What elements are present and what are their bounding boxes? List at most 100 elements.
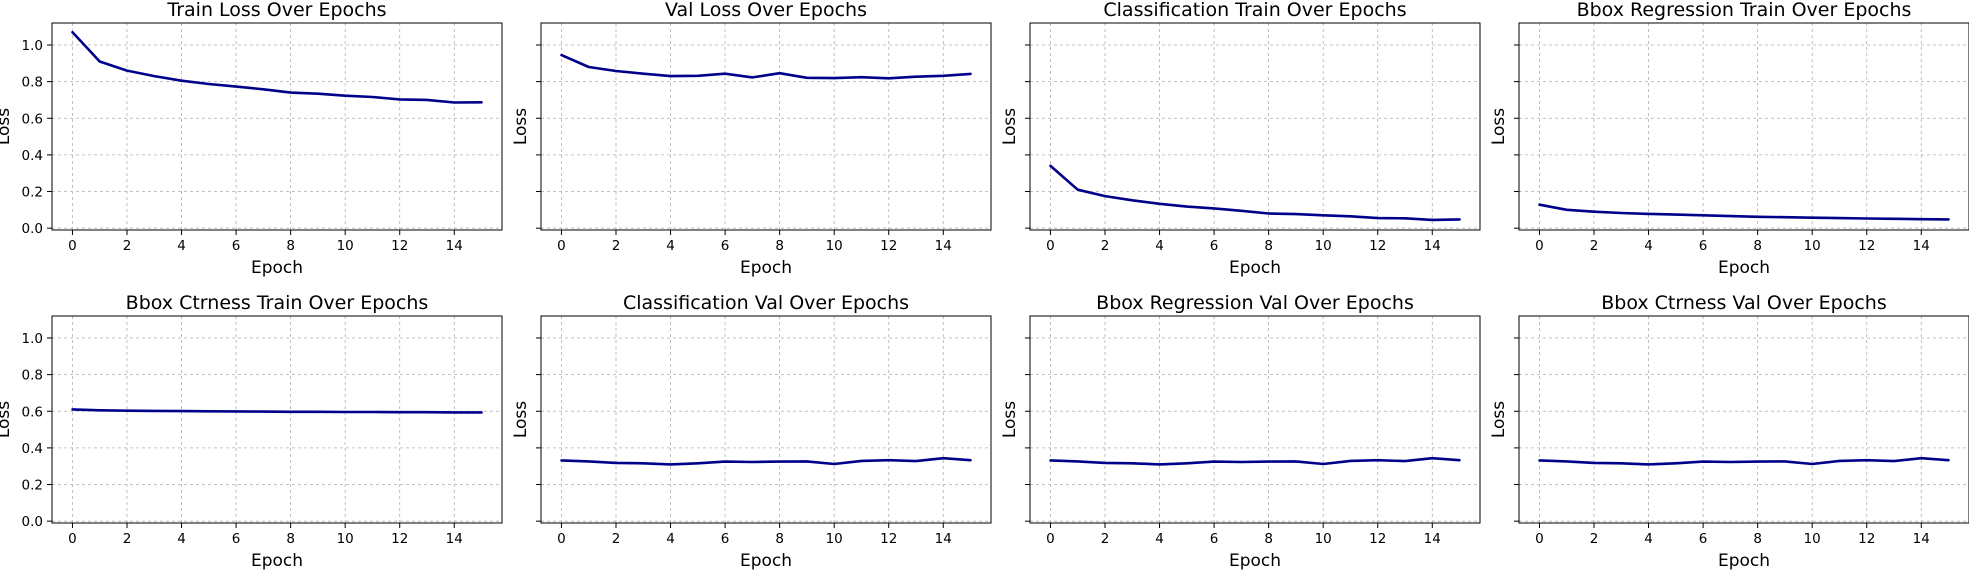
data-point [371,411,374,413]
x-axis-label: Epoch [1229,551,1281,570]
data-point [1186,462,1188,465]
data-point [1349,215,1352,218]
x-tick-label: 0 [68,531,77,547]
data-point [642,462,645,465]
data-point [480,101,483,104]
data-point [289,411,292,413]
x-tick-label: 10 [826,531,843,547]
data-point [1756,216,1759,218]
chart-panel-8: 0 2 4 6 8 10 12 14 Bbox Ctrness Val Over Epochs E… [1489,292,1969,570]
x-tick-label: 14 [446,238,463,254]
x-tick-label: 8 [775,238,784,254]
data-point [887,459,890,461]
data-point [1838,460,1841,462]
y-tick-label: 0.6 [22,111,43,127]
data-point [1920,218,1923,220]
data-point [98,60,101,63]
data-point [1158,463,1161,466]
x-tick-label: 2 [612,238,621,254]
loss-series-line [71,30,483,104]
x-axis-label: Epoch [740,551,792,570]
x-tick-label: 10 [1804,238,1821,254]
y-tick-label: 0.6 [22,404,43,420]
x-tick-label: 4 [177,531,186,547]
y-tick-label: 1.0 [22,331,43,347]
chart-title: Train Loss Over Epochs [166,0,386,21]
data-point [560,54,563,56]
data-point [1104,195,1106,197]
plot-frame [540,22,992,231]
data-point [208,83,210,85]
x-tick-label: 12 [880,531,897,547]
loss-series-line [1538,456,1950,466]
chart-title: Bbox Ctrness Train Over Epochs [126,292,429,314]
x-tick-label: 6 [232,531,241,547]
x-tick-label: 0 [1535,238,1544,254]
data-point [642,72,645,75]
x-tick-label: 8 [286,238,295,254]
data-point [860,76,863,79]
data-point [1458,218,1461,221]
loss-series-line [560,53,972,80]
data-point [317,92,319,95]
data-point [778,72,781,74]
data-point [344,411,346,413]
data-point [1186,205,1188,208]
x-tick-label: 2 [1101,531,1110,547]
data-point [235,85,237,88]
data-point [1076,460,1079,463]
y-tick-label: 0.0 [22,221,43,237]
loss-series-line [1049,456,1461,466]
data-point [1947,459,1950,461]
plot-frame [1518,315,1969,524]
data-point [1865,459,1868,461]
x-tick-label: 8 [1264,531,1273,547]
data-point [1131,199,1134,202]
x-tick-label: 0 [1535,531,1544,547]
data-point [1295,213,1297,215]
data-point [1322,214,1324,217]
y-axis-label: Loss [511,401,531,438]
chart-title: Bbox Regression Val Over Epochs [1096,292,1414,314]
data-point [426,411,428,413]
data-point [697,74,699,77]
data-point [1076,188,1079,191]
x-tick-label: 12 [1858,531,1875,547]
x-tick-label: 12 [880,238,897,254]
data-point [1404,217,1406,220]
data-point [587,460,590,463]
chart-panel-3: 0 2 4 6 8 10 12 14 Classification Train Over Epo… [1000,0,1481,278]
data-point [1702,460,1704,463]
chart-panel-4: 0 2 4 6 8 10 12 14 Bbox Regression Train Over Ep… [1489,0,1969,278]
data-point [1565,209,1568,211]
data-point [560,459,563,462]
data-point [1620,212,1623,214]
data-point [615,70,617,72]
data-point [262,88,265,91]
x-tick-label: 0 [557,238,566,254]
loss-series-line [1049,164,1461,222]
y-axis-label: Loss [1489,401,1509,438]
x-axis-label: Epoch [1229,258,1281,278]
x-axis-label: Epoch [251,551,303,570]
plot-frame [1029,22,1481,231]
data-point [126,409,128,412]
data-point [1376,459,1379,461]
data-point [1431,219,1434,221]
data-point [1756,460,1759,463]
x-tick-label: 10 [1315,531,1332,547]
y-tick-label: 0.8 [22,368,43,384]
x-tick-label: 4 [666,531,675,547]
data-point [1920,457,1923,459]
data-point [398,411,401,413]
y-axis-label: Loss [1000,108,1020,145]
data-point [1565,460,1568,463]
data-point [860,460,863,462]
x-tick-label: 4 [1155,238,1164,254]
x-tick-label: 14 [935,531,952,547]
data-point [1267,460,1270,463]
chart-panel-2: 0 2 4 6 8 10 12 14 Val Loss Over Epochs Epoch Loss [511,0,992,278]
x-tick-label: 8 [1753,238,1762,254]
x-tick-label: 14 [935,238,952,254]
